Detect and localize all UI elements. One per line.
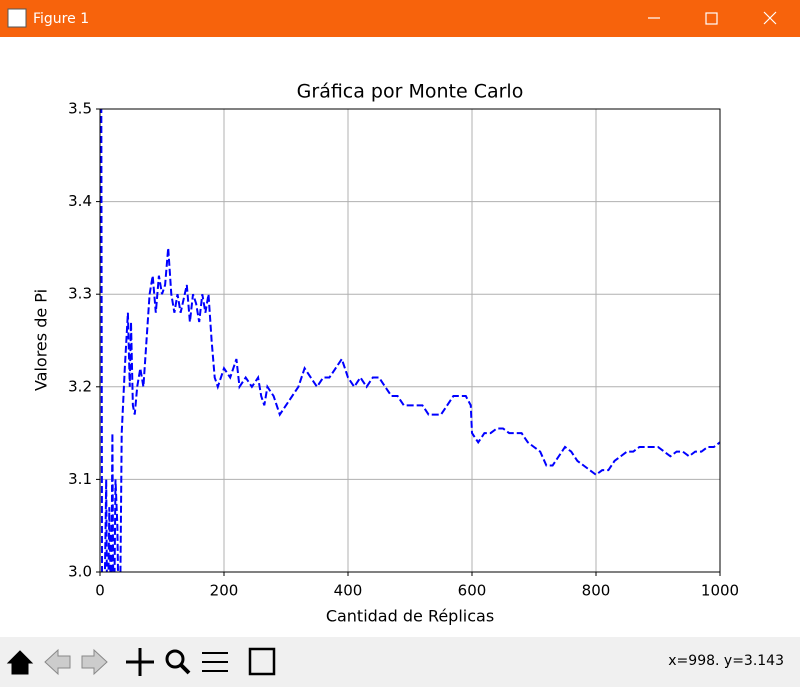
data-line [100, 109, 720, 572]
y-tick-label: 3.4 [68, 192, 92, 210]
y-tick-label: 3.5 [68, 100, 92, 118]
pan-button[interactable] [126, 648, 154, 676]
y-tick-label: 3.2 [68, 377, 92, 395]
y-tick-label: 3.0 [68, 563, 92, 581]
y-axis-label: Valores de Pi [32, 289, 51, 391]
x-tick-label: 800 [582, 582, 611, 600]
chart-title: Gráfica por Monte Carlo [297, 81, 524, 103]
app-icon [7, 8, 27, 28]
cursor-status: x=998. y=3.143 [668, 653, 784, 669]
close-button[interactable] [763, 11, 777, 25]
y-tick-label: 3.1 [68, 470, 92, 488]
x-axis-label: Cantidad de Réplicas [326, 607, 494, 626]
back-button[interactable] [44, 648, 71, 676]
maximize-button[interactable] [705, 12, 718, 25]
x-tick-label: 0 [95, 582, 105, 600]
x-tick-label: 1000 [701, 582, 739, 600]
y-tick-label: 3.3 [68, 285, 92, 303]
home-button[interactable] [6, 650, 34, 675]
window-title: Figure 1 [33, 11, 89, 27]
configure-button[interactable] [202, 652, 228, 672]
x-tick-label: 600 [458, 582, 487, 600]
save-button[interactable] [248, 647, 276, 676]
plot-area: 3.0 3.1 3.2 3.3 3.4 3.5 0 200 400 600 800 1000 [68, 100, 739, 600]
forward-button[interactable] [81, 648, 108, 676]
x-tick-label: 200 [210, 582, 239, 600]
axes-frame [99, 108, 721, 573]
title-bar [0, 0, 800, 37]
zoom-button[interactable] [165, 649, 191, 675]
x-tick-label: 400 [334, 582, 363, 600]
